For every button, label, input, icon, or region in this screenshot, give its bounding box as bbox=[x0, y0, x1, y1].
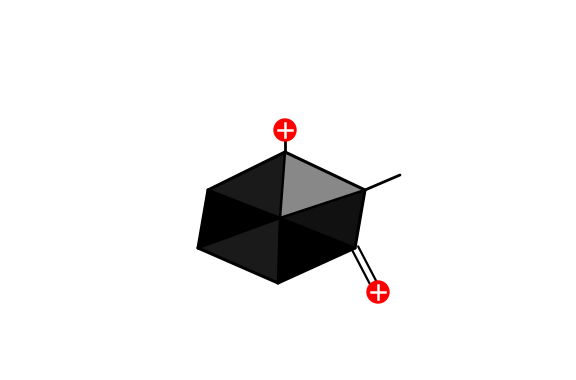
Circle shape bbox=[367, 281, 389, 303]
Polygon shape bbox=[280, 190, 365, 248]
Polygon shape bbox=[278, 218, 355, 283]
Polygon shape bbox=[280, 152, 365, 218]
Polygon shape bbox=[198, 218, 280, 283]
Polygon shape bbox=[208, 152, 285, 218]
Polygon shape bbox=[198, 190, 280, 248]
Circle shape bbox=[274, 119, 296, 141]
